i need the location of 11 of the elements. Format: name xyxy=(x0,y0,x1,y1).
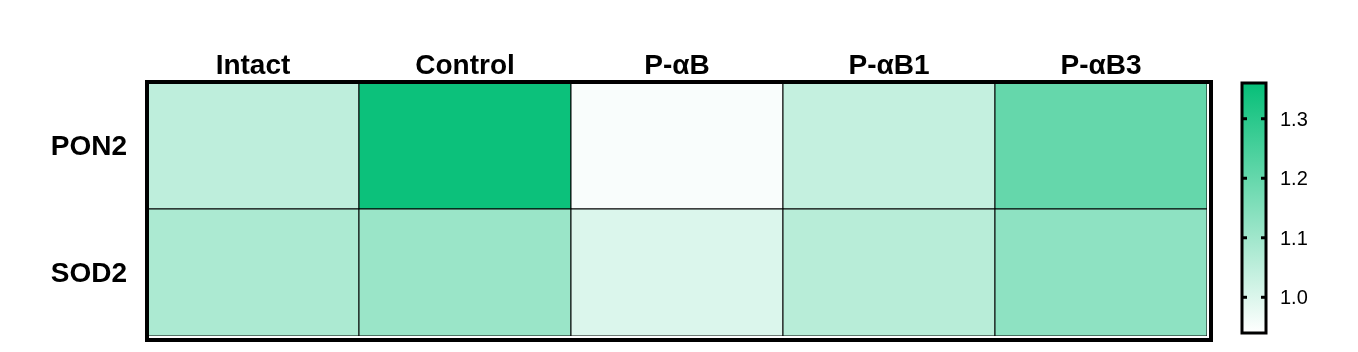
color-bar-label: 1.2 xyxy=(1280,167,1308,190)
x-tick-label: P-αB xyxy=(644,49,710,80)
x-tick-label: Intact xyxy=(215,49,291,80)
color-bar-label: 1.1 xyxy=(1280,226,1308,249)
color-bar-label: 1.3 xyxy=(1280,107,1308,130)
x-tick-label: P-αB3 xyxy=(1060,49,1142,80)
x-tick-label: Control xyxy=(415,49,515,80)
color-bar-label: 1.0 xyxy=(1280,286,1308,309)
x-tick-label: P-αB1 xyxy=(848,49,930,80)
y-tick-label: PON2 xyxy=(50,130,127,162)
y-tick-label: SOD2 xyxy=(50,257,127,289)
